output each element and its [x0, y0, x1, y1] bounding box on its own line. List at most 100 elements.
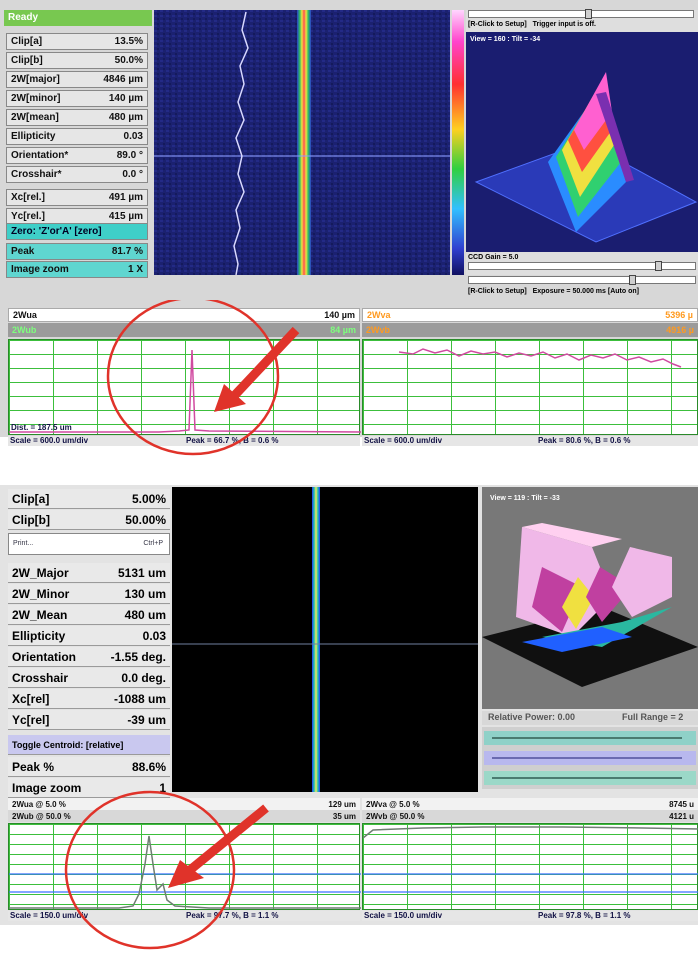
param-bottom-value: -1088 um — [113, 691, 166, 706]
param-label: Clip[a] — [11, 36, 43, 47]
profile-plot-right-bottom[interactable] — [362, 823, 698, 910]
setting-slider-1 — [492, 737, 682, 739]
peak-percent-row: Peak % 88.6% — [8, 757, 170, 777]
param-bottom-label: Ellipticity — [12, 628, 66, 643]
param-bottom-value: 0.0 deg. — [121, 670, 166, 685]
param-label: Xc[rel.] — [11, 192, 45, 203]
3d-view-bottom[interactable]: View = 119 : Tilt = -33 — [482, 487, 698, 709]
param-row: 2W[major] 4846 µm — [6, 71, 148, 88]
annotation-bottom — [64, 790, 269, 950]
status-bar: Ready — [4, 10, 152, 26]
profile-trace-right-top — [398, 348, 682, 368]
param-row: Ellipticity 0.03 — [6, 128, 148, 145]
image-zoom-row[interactable]: Image zoom 1 X — [6, 261, 148, 278]
settings-panel-bottom[interactable] — [482, 727, 698, 789]
setting-slider-3 — [492, 777, 682, 779]
exposure-text: Exposure = 50.000 ms [Auto on] — [532, 288, 639, 295]
context-menu[interactable]: Print... Ctrl+P — [8, 533, 170, 555]
zero-button[interactable]: Zero: 'Z'or'A' [zero] — [6, 223, 148, 240]
profile-header-a-bottom: 2Wua @ 5.0 % 129 um — [8, 798, 360, 810]
menu-shortcut: Ctrl+P — [143, 540, 163, 547]
label-2wvb: 2Wvb — [366, 325, 391, 335]
arrow-shaft-bottom — [187, 804, 269, 874]
exposure-slider-thumb[interactable] — [629, 275, 636, 285]
trigger-text: Trigger input is off. — [532, 21, 596, 28]
setting-bar-1[interactable] — [484, 731, 696, 745]
profile-plot-right-top[interactable] — [362, 339, 698, 435]
profile-header-d-top: 2Wvb 4916 µ — [362, 323, 698, 337]
annotation-top — [106, 300, 300, 456]
image-zoom-value-bottom: 1 — [159, 780, 166, 795]
param-bottom-row: Orientation -1.55 deg. — [8, 647, 170, 667]
profile-header-c-top: 2Wva 5396 µ — [362, 308, 698, 322]
param-label: 2W[major] — [11, 74, 60, 85]
param-value: 89.0 ° — [116, 150, 143, 161]
label-2wua: 2Wua — [13, 310, 37, 320]
image-zoom-value: 1 X — [127, 264, 143, 275]
param-bottom-label: Xc[rel] — [12, 691, 50, 706]
3d-plot-bottom — [482, 523, 698, 687]
menu-item-print[interactable]: Print... — [13, 540, 34, 547]
toggle-centroid-button[interactable]: Toggle Centroid: [relative] — [8, 735, 170, 755]
param-bottom-row: 2W_Mean 480 um — [8, 605, 170, 625]
view-tilt-bottom: View = 119 : Tilt = -33 — [490, 495, 560, 502]
label-2wua-bottom: 2Wua @ 5.0 % — [12, 799, 66, 809]
param-bottom-row: Clip[b] 50.00% — [8, 510, 170, 530]
relative-power: Relative Power: 0.00 — [488, 712, 576, 722]
footer-bar-left-bottom: Scale = 150.0 um/div Peak = 97.7 %, B = … — [8, 911, 360, 921]
param-value: 50.0% — [114, 55, 143, 66]
value-2wva-bottom: 8745 u — [669, 799, 694, 809]
param-bottom-row: Xc[rel] -1088 um — [8, 689, 170, 709]
setting-bar-2[interactable] — [484, 751, 696, 765]
setup-hint: [R-Click to Setup] — [468, 21, 527, 28]
view-tilt-top: View = 160 : Tilt = -34 — [470, 36, 541, 43]
setting-slider-2 — [492, 757, 682, 759]
value-2wva: 5396 µ — [665, 310, 693, 320]
scale-left-bottom: Scale = 150.0 um/div — [10, 911, 89, 920]
3d-view-top[interactable]: View = 160 : Tilt = -34 — [466, 32, 698, 252]
param-value: 480 µm — [108, 112, 143, 123]
param-bottom-row: Clip[a] 5.00% — [8, 489, 170, 509]
peak-value: 81.7 % — [111, 246, 143, 257]
peak-left-bottom: Peak = 97.7 %, B = 1.1 % — [186, 911, 279, 920]
param-bottom-label: Clip[b] — [12, 512, 50, 527]
trigger-slider[interactable] — [468, 9, 694, 19]
param-value: 0.03 — [123, 131, 143, 142]
value-2wua: 140 µm — [324, 310, 355, 320]
param-label: 2W[minor] — [11, 93, 61, 104]
value-2wua-bottom: 129 um — [328, 799, 356, 809]
trigger-slider-thumb[interactable] — [585, 9, 592, 19]
zero-button-label: Zero: 'Z'or'A' [zero] — [11, 226, 102, 237]
param-label: Orientation* — [11, 150, 69, 161]
footer-bar-right-top: Scale = 600.0 um/div Peak = 80.6 %, B = … — [362, 436, 698, 446]
highlight-circle — [106, 300, 280, 456]
param-bottom-row: Ellipticity 0.03 — [8, 626, 170, 646]
param-row: Yc[rel.] 415 µm — [6, 208, 148, 225]
gain-slider[interactable] — [468, 261, 696, 271]
param-label: 2W[mean] — [11, 112, 59, 123]
exposure-slider[interactable] — [468, 275, 696, 285]
3d-plot-top — [474, 72, 698, 243]
gain-slider-thumb[interactable] — [655, 261, 662, 271]
param-value: 491 µm — [108, 192, 143, 203]
param-row: Orientation* 89.0 ° — [6, 147, 148, 164]
beam-image-bottom[interactable] — [172, 487, 478, 792]
footer-bar-left-top: Scale = 600.0 um/div Peak = 66.7 %, B = … — [8, 436, 360, 446]
scale-right-bottom: Scale = 150.0 um/div — [364, 911, 443, 920]
param-value: 13.5% — [114, 36, 143, 47]
param-label: Yc[rel.] — [11, 211, 45, 222]
full-range: Full Range = 2 — [622, 712, 684, 722]
param-bottom-label: 2W_Minor — [12, 586, 70, 601]
peak-percent-value: 88.6% — [131, 759, 166, 774]
profile-plot-left-top[interactable]: Dist. = 187.5 um — [8, 339, 361, 435]
param-value: 4846 µm — [103, 74, 143, 85]
param-bottom-value: 480 um — [124, 607, 166, 622]
image-zoom-label: Image zoom — [11, 264, 69, 275]
peak-right-bottom: Peak = 97.8 %, B = 1.1 % — [538, 911, 631, 920]
image-zoom-row-bottom[interactable]: Image zoom 1 — [8, 778, 170, 798]
setting-bar-3[interactable] — [484, 771, 696, 785]
beam-image-top[interactable] — [154, 10, 450, 275]
colorbar-top — [452, 10, 464, 275]
toggle-centroid-label: Toggle Centroid: [relative] — [12, 739, 124, 750]
exposure-status: [R-Click to Setup] Exposure = 50.000 ms … — [468, 288, 698, 295]
